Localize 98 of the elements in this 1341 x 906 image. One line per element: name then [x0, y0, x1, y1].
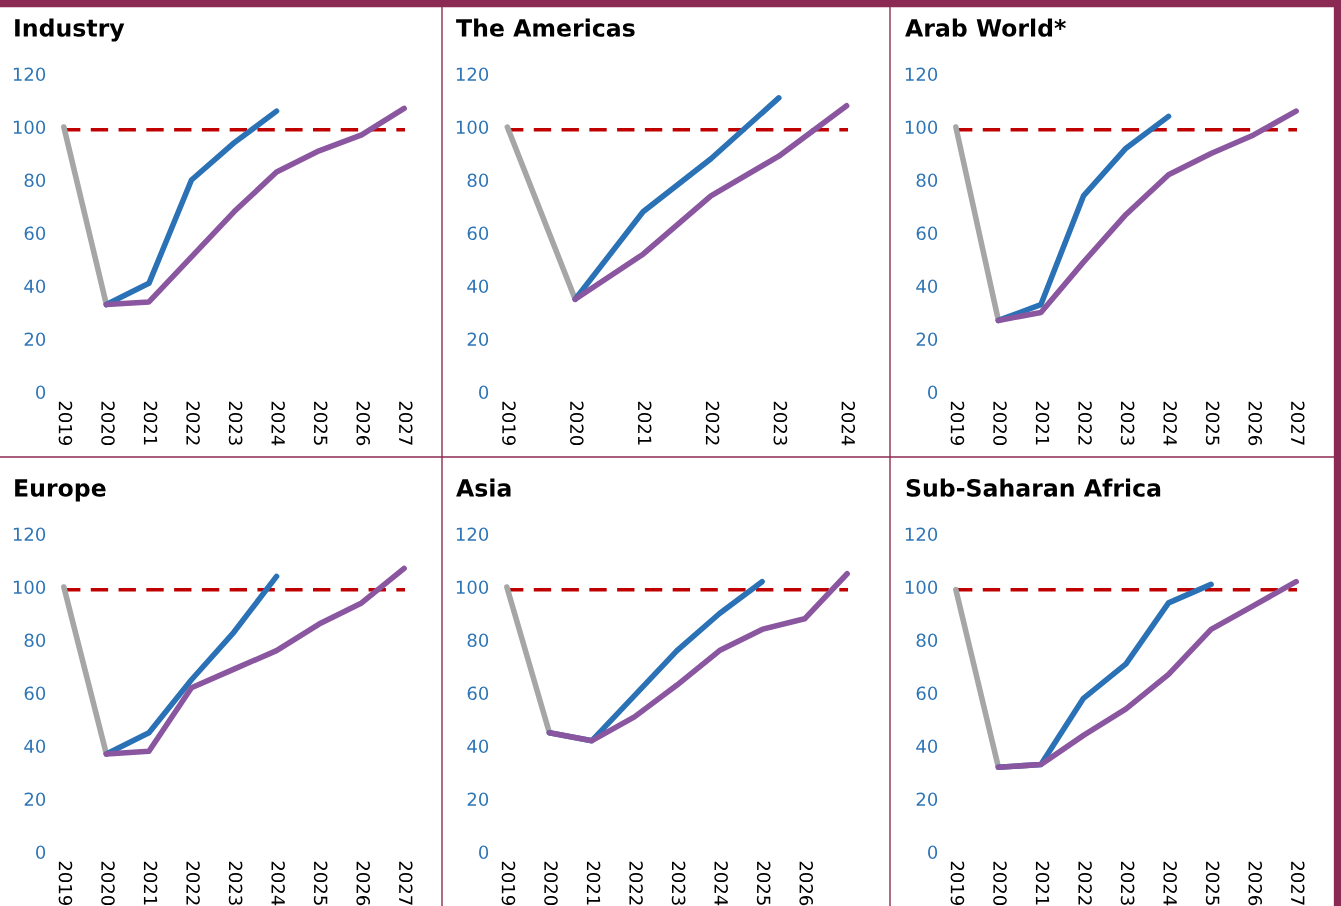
x-tick-label: 2027	[1290, 401, 1305, 445]
y-tick-label: 0	[36, 385, 46, 400]
x-tick-label: 2021	[637, 401, 652, 445]
x-tick-label: 2021	[1035, 401, 1050, 445]
x-tick-label: 2023	[1120, 401, 1135, 445]
y-tick-label: 120	[905, 527, 938, 542]
y-tick-label: 20	[916, 792, 938, 807]
chart-title: The Americas	[456, 18, 635, 37]
y-tick-label: 20	[24, 332, 46, 347]
y-tick-label: 100	[13, 120, 46, 135]
x-tick-label: 2025	[1205, 401, 1220, 445]
x-tick-label: 2020	[101, 401, 115, 446]
y-tick-label: 100	[905, 120, 938, 135]
x-tick-label: 2024	[271, 401, 285, 446]
y-tick-label: 0	[36, 845, 46, 860]
chart-title: Sub-Saharan Africa	[906, 478, 1161, 497]
y-tick-label: 20	[467, 332, 489, 347]
y-tick-label: 100	[456, 120, 489, 135]
x-tick-label: 2019	[950, 401, 965, 446]
x-tick-label: 2022	[1078, 401, 1092, 445]
x-tick-label: 2026	[356, 861, 371, 906]
y-tick-label: 0	[928, 385, 938, 400]
x-tick-label: 2025	[1205, 861, 1220, 905]
y-tick-label: 40	[24, 279, 46, 294]
y-tick-label: 80	[467, 633, 489, 648]
y-tick-label: 100	[905, 580, 938, 595]
y-tick-label: 80	[467, 173, 489, 188]
y-tick-label: 120	[905, 67, 938, 82]
y-tick-label: 60	[916, 686, 938, 701]
chart-title: Arab World*	[905, 18, 1066, 37]
x-tick-label: 2022	[1078, 861, 1092, 905]
x-tick-label: 2019	[501, 861, 516, 906]
x-tick-label: 2024	[714, 861, 728, 906]
x-tick-label: 2024	[841, 401, 856, 446]
x-tick-label: 2022	[186, 401, 200, 445]
y-tick-label: 80	[916, 173, 938, 188]
x-tick-label: 2023	[773, 401, 788, 445]
y-tick-label: 60	[24, 686, 46, 701]
y-tick-label: 20	[916, 332, 938, 347]
x-tick-label: 2021	[1035, 861, 1050, 905]
y-tick-label: 120	[456, 67, 489, 82]
y-tick-label: 80	[916, 633, 938, 648]
x-tick-label: 2019	[502, 401, 516, 446]
x-tick-label: 2026	[356, 401, 371, 446]
y-tick-label: 60	[24, 226, 46, 241]
x-tick-label: 2024	[1163, 401, 1177, 446]
x-tick-label: 2023	[671, 861, 686, 905]
x-tick-label: 2019	[950, 861, 965, 906]
x-tick-label: 2024	[1163, 861, 1177, 906]
y-tick-label: 40	[916, 279, 938, 294]
x-tick-label: 2020	[993, 861, 1007, 906]
chart-title: Europe	[15, 479, 106, 502]
x-tick-label: 2027	[398, 401, 413, 445]
x-tick-label: 2021	[143, 861, 158, 905]
x-tick-label: 2022	[705, 401, 720, 445]
y-tick-label: 0	[479, 385, 489, 400]
x-tick-label: 2020	[101, 861, 115, 906]
y-tick-label: 120	[13, 67, 46, 82]
x-tick-label: 2027	[398, 861, 413, 905]
y-tick-label: 20	[467, 792, 489, 807]
y-tick-label: 100	[456, 580, 489, 595]
x-tick-label: 2021	[143, 401, 158, 445]
x-tick-label: 2022	[186, 861, 200, 905]
y-tick-label: 40	[916, 739, 938, 754]
x-tick-label: 2026	[1248, 401, 1263, 446]
y-tick-label: 0	[928, 845, 938, 860]
x-tick-label: 2023	[228, 861, 243, 905]
x-tick-label: 2023	[228, 401, 243, 445]
y-tick-label: 0	[479, 845, 489, 860]
y-tick-label: 60	[916, 226, 938, 241]
y-tick-label: 40	[24, 739, 46, 754]
y-tick-label: 40	[467, 279, 489, 294]
chart-title: Industry	[15, 18, 125, 42]
y-tick-label: 120	[456, 527, 489, 542]
x-tick-label: 2025	[756, 861, 771, 905]
y-tick-label: 80	[24, 173, 46, 188]
x-tick-label: 2026	[799, 861, 814, 906]
x-tick-label: 2027	[1290, 861, 1305, 905]
y-tick-label: 100	[13, 580, 46, 595]
x-tick-label: 2025	[313, 861, 328, 905]
y-tick-label: 60	[467, 686, 489, 701]
x-tick-label: 2019	[58, 861, 73, 906]
x-tick-label: 2019	[58, 401, 73, 446]
y-tick-label: 80	[24, 633, 46, 648]
x-tick-label: 2020	[569, 401, 584, 446]
x-tick-label: 2026	[1248, 861, 1263, 906]
y-tick-label: 20	[24, 792, 46, 807]
y-tick-label: 120	[13, 527, 46, 542]
x-tick-label: 2025	[313, 401, 328, 445]
chart-title: Asia	[456, 478, 511, 497]
x-tick-label: 2023	[1120, 861, 1135, 905]
y-tick-label: 60	[467, 226, 489, 241]
x-tick-label: 2020	[544, 861, 558, 906]
x-tick-label: 2022	[629, 861, 643, 905]
x-tick-label: 2020	[993, 401, 1007, 446]
x-tick-label: 2021	[586, 861, 601, 905]
x-tick-label: 2024	[271, 861, 285, 906]
y-tick-label: 40	[467, 739, 489, 754]
